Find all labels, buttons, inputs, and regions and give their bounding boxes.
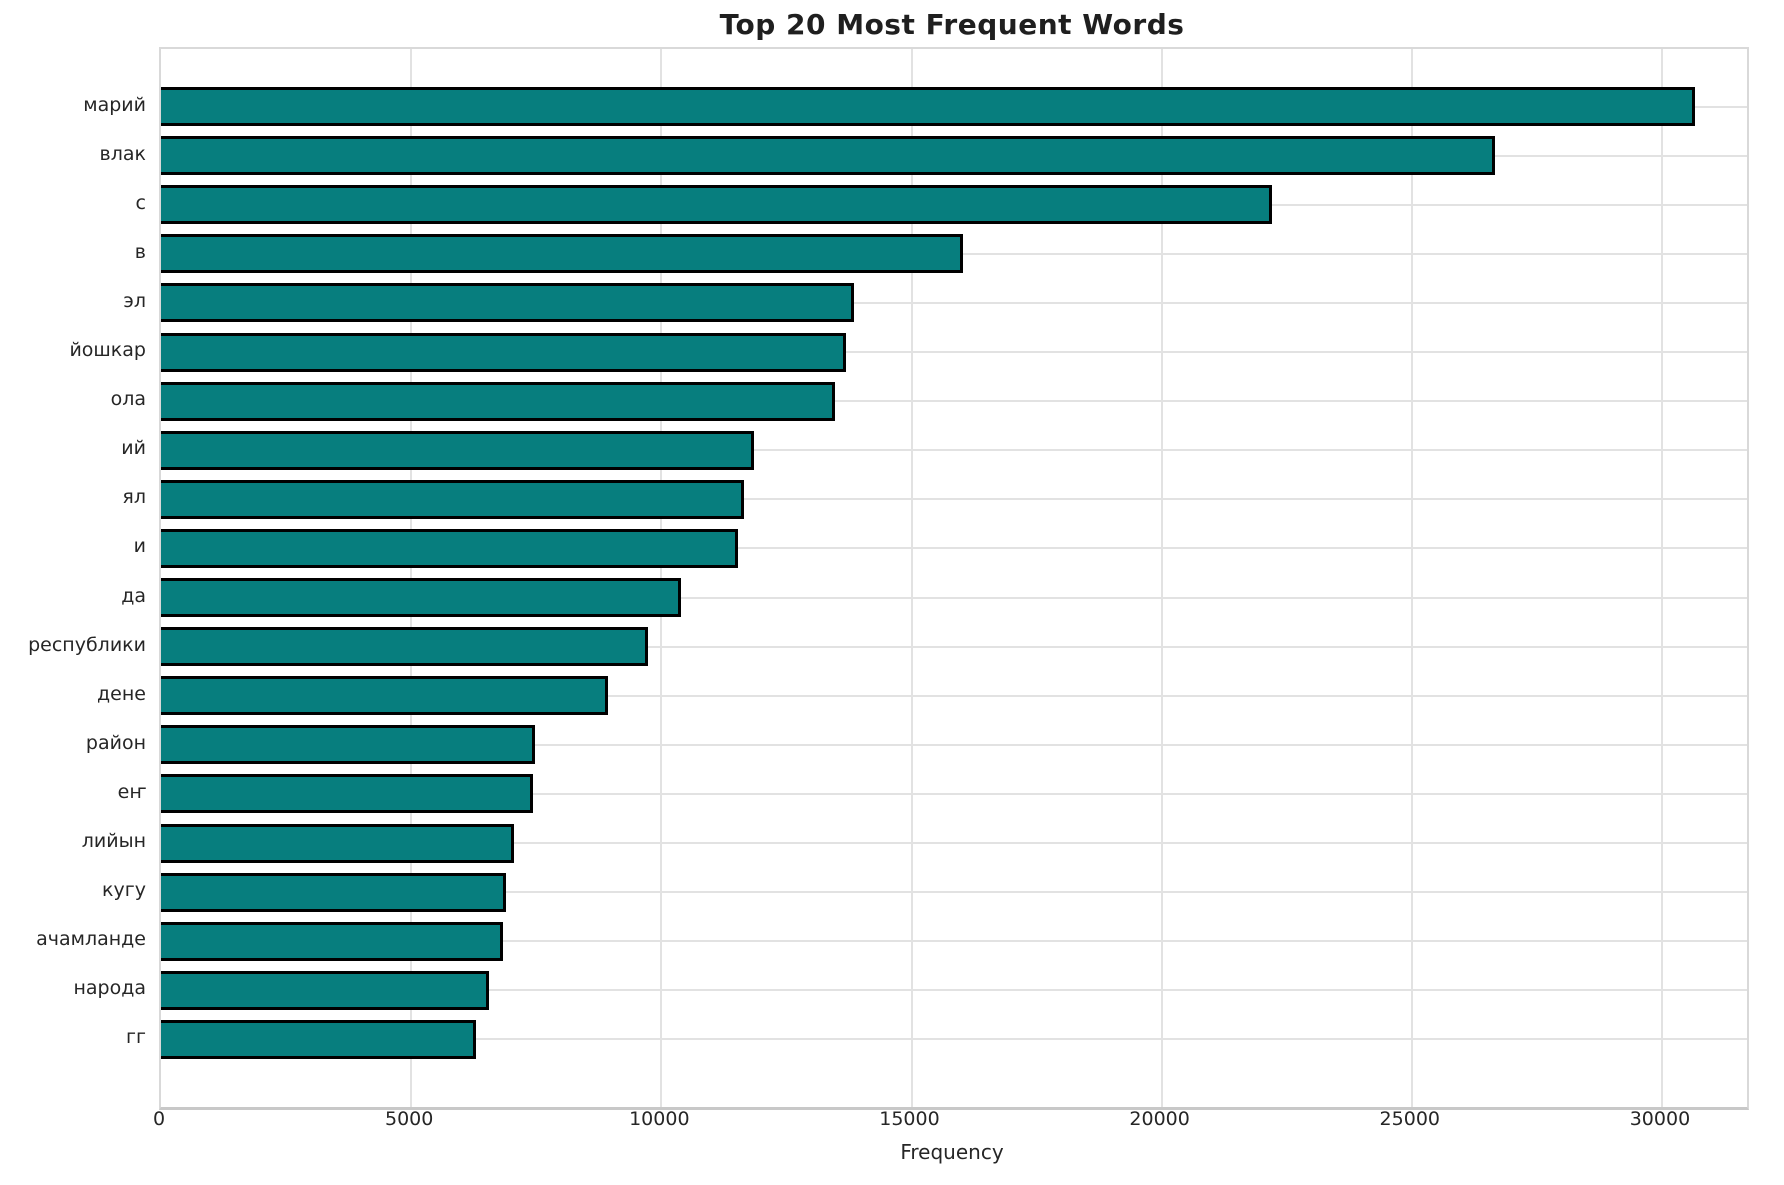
x-gridline [1160, 49, 1163, 1107]
y-tick-label: район [85, 731, 146, 754]
y-gridline [161, 694, 1747, 697]
y-gridline [161, 842, 1747, 844]
y-gridline [161, 400, 1747, 403]
x-tick-label: 10000 [629, 1108, 690, 1130]
y-gridline [161, 1038, 1747, 1041]
bar-и [161, 528, 739, 568]
y-gridline [161, 301, 1747, 304]
y-gridline [161, 351, 1747, 353]
y-tick-label: в [134, 240, 146, 263]
y-tick-label: ий [121, 437, 146, 460]
bar-да [161, 578, 682, 617]
x-gridline [1660, 49, 1663, 1107]
bar-район [161, 725, 536, 765]
bar-ял [161, 479, 745, 519]
bar-ола [161, 381, 835, 421]
y-tick-label: лийын [81, 830, 146, 852]
y-tick-label: кугу [102, 879, 146, 902]
bar-в [161, 234, 963, 274]
x-tick-label: 15000 [879, 1108, 940, 1130]
y-tick-label: республики [28, 633, 146, 656]
bar-лийын [161, 823, 515, 863]
y-tick-label: эл [123, 289, 146, 312]
x-gridline [1410, 49, 1413, 1107]
bar-гг [161, 1019, 476, 1059]
bar-ачамланде [161, 921, 503, 961]
y-tick-label: народа [73, 977, 146, 1000]
x-gridline [910, 49, 913, 1107]
y-gridline [161, 940, 1747, 943]
y-gridline [161, 891, 1747, 894]
y-tick-label: ял [122, 486, 146, 509]
x-tick-label: 5000 [384, 1108, 434, 1130]
bar-с [161, 185, 1272, 225]
bar-республики [161, 627, 649, 667]
bar-ий [161, 430, 754, 470]
y-tick-label: с [135, 191, 146, 214]
y-gridline [161, 989, 1747, 992]
bar-йошкар [161, 332, 846, 372]
bar-влак [161, 136, 1495, 176]
y-tick-label: йошкар [69, 339, 146, 361]
y-tick-label: марий [83, 93, 146, 116]
x-tick-label: 20000 [1129, 1108, 1190, 1130]
y-tick-label: ачамланде [36, 928, 146, 951]
y-tick-label: еҥ [117, 780, 146, 803]
y-gridline [161, 547, 1747, 550]
bar-эл [161, 283, 854, 323]
x-tick-label: 0 [152, 1108, 166, 1130]
bar-народа [161, 970, 489, 1010]
bar-еҥ [161, 774, 533, 814]
y-gridline [161, 498, 1747, 501]
y-tick-label: да [121, 584, 146, 607]
x-tick-label: 25000 [1379, 1108, 1441, 1130]
x-axis-label: Frequency [900, 1140, 1004, 1164]
y-tick-label: ола [110, 388, 146, 411]
y-gridline [161, 596, 1747, 599]
y-gridline [161, 743, 1747, 746]
y-tick-label: и [133, 535, 146, 558]
chart-title: Top 20 Most Frequent Words [719, 8, 1185, 41]
x-tick-label: 30000 [1629, 1108, 1691, 1130]
y-tick-label: гг [126, 1026, 146, 1049]
bar-дене [161, 676, 608, 716]
y-gridline [161, 792, 1747, 795]
bar-кугу [161, 872, 506, 912]
y-gridline [161, 449, 1747, 452]
bar-марий [161, 87, 1695, 126]
y-gridline [161, 645, 1747, 648]
y-tick-label: дене [97, 682, 146, 705]
y-tick-label: влак [99, 142, 146, 165]
plot-area [159, 47, 1749, 1110]
